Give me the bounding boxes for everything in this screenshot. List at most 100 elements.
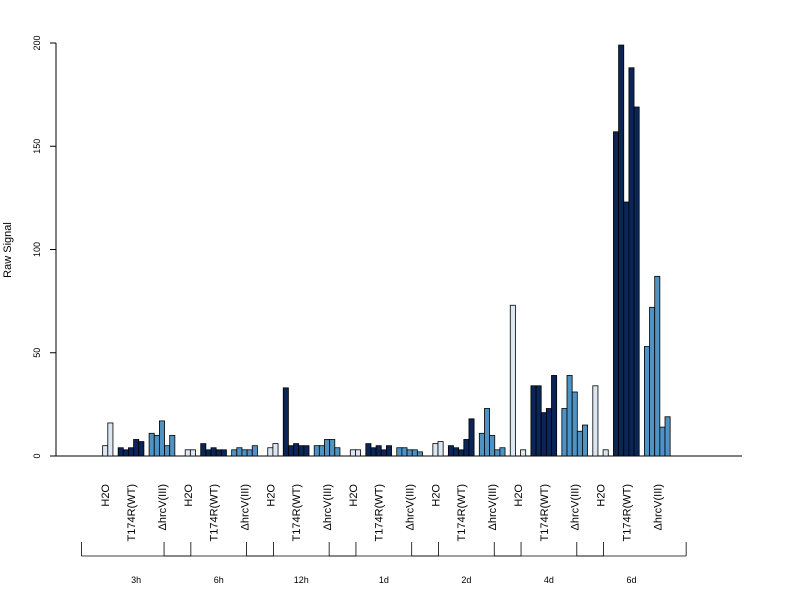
bar bbox=[205, 449, 212, 457]
bar bbox=[375, 445, 382, 457]
bar bbox=[303, 445, 310, 457]
bar bbox=[385, 445, 392, 457]
bar bbox=[463, 439, 470, 457]
group-label: T174R(WT) bbox=[291, 484, 303, 541]
group-label: ΔhrcV(III) bbox=[487, 484, 499, 530]
group-label: ΔhrcV(III) bbox=[652, 484, 664, 530]
bar bbox=[602, 449, 609, 457]
bar bbox=[484, 408, 491, 457]
y-tick-label: 150 bbox=[32, 139, 42, 154]
timepoint-label: 6h bbox=[214, 575, 224, 585]
bar bbox=[128, 447, 134, 457]
bar bbox=[592, 385, 599, 457]
group-label: H2O bbox=[100, 484, 112, 507]
bar bbox=[241, 449, 248, 457]
bar bbox=[468, 418, 475, 457]
bar bbox=[365, 443, 372, 457]
bar bbox=[169, 434, 176, 457]
bar bbox=[220, 449, 227, 457]
bar bbox=[447, 445, 454, 457]
group-label: ΔhrcV(III) bbox=[570, 484, 582, 530]
bar bbox=[582, 424, 589, 457]
bar bbox=[355, 449, 362, 457]
group-label: H2O bbox=[265, 484, 277, 507]
bar bbox=[324, 439, 331, 457]
bar bbox=[458, 449, 465, 457]
bar bbox=[231, 449, 238, 457]
bar bbox=[117, 447, 124, 457]
bar bbox=[210, 447, 217, 457]
bar bbox=[298, 445, 305, 457]
group-label: H2O bbox=[183, 484, 195, 507]
bar bbox=[535, 385, 542, 457]
bar bbox=[633, 106, 640, 457]
timepoint-label: 2d bbox=[461, 575, 471, 585]
group-label: T174R(WT) bbox=[374, 484, 386, 541]
bar bbox=[267, 447, 274, 457]
bar bbox=[349, 449, 356, 457]
timepoint-label: 6d bbox=[626, 575, 636, 585]
group-label: H2O bbox=[596, 484, 608, 507]
bar bbox=[380, 449, 387, 457]
timepoint-label: 4d bbox=[544, 575, 554, 585]
group-label: ΔhrcV(III) bbox=[405, 484, 417, 530]
bar bbox=[520, 449, 527, 457]
bar bbox=[246, 449, 253, 457]
timepoint-label: 3h bbox=[131, 575, 141, 585]
bar bbox=[148, 432, 155, 457]
bar bbox=[164, 445, 171, 457]
bar bbox=[401, 447, 408, 457]
plot-area: 0 50 100 150 200 H2O T174R(WT) ΔhrcV(III) 3h H2O T… bbox=[32, 35, 742, 585]
bar bbox=[628, 67, 635, 457]
bar bbox=[272, 443, 279, 457]
bar bbox=[313, 445, 320, 457]
group-label: H2O bbox=[348, 484, 360, 507]
bar bbox=[329, 439, 336, 457]
bar bbox=[654, 275, 661, 457]
y-axis-label: Raw Signal bbox=[2, 222, 14, 278]
bar bbox=[158, 420, 165, 457]
bar bbox=[416, 451, 423, 457]
bar bbox=[334, 447, 341, 457]
y-tick-label: 200 bbox=[32, 35, 42, 50]
bar bbox=[659, 426, 666, 457]
bar bbox=[184, 449, 191, 457]
group-label: T174R(WT) bbox=[126, 484, 138, 541]
bar bbox=[623, 201, 630, 457]
timepoint-label: 1d bbox=[379, 575, 389, 585]
group-label: T174R(WT) bbox=[539, 484, 551, 541]
bar bbox=[576, 430, 583, 457]
bar bbox=[478, 432, 485, 457]
y-tick-label: 50 bbox=[32, 348, 42, 358]
bar bbox=[133, 439, 140, 457]
bar bbox=[489, 434, 496, 457]
bar bbox=[102, 445, 109, 457]
bar bbox=[138, 441, 145, 457]
bar bbox=[571, 391, 578, 457]
bar bbox=[664, 416, 671, 457]
bar bbox=[287, 445, 294, 457]
bar bbox=[545, 408, 552, 457]
bar bbox=[236, 447, 243, 457]
bar bbox=[540, 412, 547, 457]
bar bbox=[613, 131, 620, 457]
group-label: T174R(WT) bbox=[621, 484, 633, 541]
bar bbox=[453, 447, 460, 457]
bar bbox=[122, 449, 129, 457]
bar bbox=[437, 441, 444, 457]
bar bbox=[411, 449, 418, 457]
bar bbox=[494, 449, 501, 457]
bar bbox=[432, 443, 439, 457]
group-label: H2O bbox=[513, 484, 525, 507]
bar bbox=[499, 447, 506, 457]
y-tick-label: 0 bbox=[32, 453, 42, 458]
bar bbox=[293, 443, 300, 457]
bar bbox=[644, 346, 650, 457]
bar bbox=[370, 447, 377, 457]
timepoint-label: 12h bbox=[294, 575, 309, 585]
bar bbox=[396, 447, 403, 457]
bar bbox=[215, 449, 222, 457]
bar bbox=[618, 44, 625, 457]
